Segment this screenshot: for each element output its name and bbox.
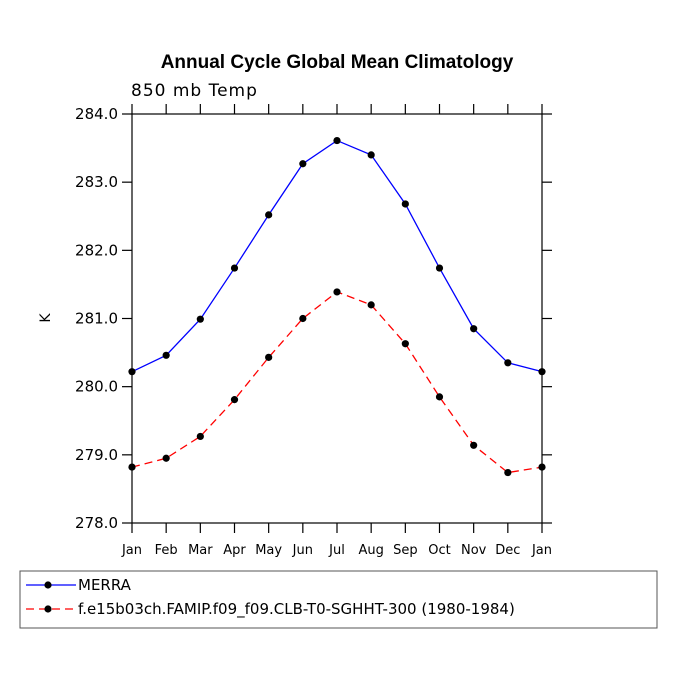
- x-tick-label: Jul: [328, 543, 345, 558]
- y-tick-label: 283.0: [75, 173, 118, 191]
- data-point-series-0: [196, 315, 204, 323]
- data-point-series-0: [299, 160, 307, 168]
- data-point-series-1: [230, 396, 239, 404]
- x-tick-label: Nov: [461, 543, 487, 558]
- x-tick-label: Sep: [393, 543, 418, 558]
- x-tick-label: Feb: [155, 543, 178, 558]
- chart-title: Annual Cycle Global Mean Climatology: [161, 52, 514, 73]
- data-point-series-1: [196, 432, 204, 441]
- legend-label-merra: MERRA: [78, 576, 132, 594]
- data-point-series-0: [162, 351, 170, 359]
- data-point-series-0: [333, 136, 341, 145]
- data-point-series-1: [367, 301, 375, 309]
- data-point-series-1: [162, 454, 170, 462]
- data-point-series-0: [367, 151, 375, 159]
- chart-subtitle: 850 mb Temp: [131, 81, 258, 101]
- x-tick-label: Jan: [531, 543, 552, 558]
- data-point-series-1: [435, 393, 444, 401]
- data-point-series-1: [504, 468, 512, 477]
- legend-box: [19, 570, 658, 629]
- x-tick-label: Mar: [188, 543, 213, 558]
- data-point-series-1: [265, 353, 273, 361]
- y-tick-label: 279.0: [75, 446, 118, 464]
- x-tick-label: Jun: [292, 543, 313, 558]
- data-point-series-0: [265, 211, 273, 219]
- data-point-series-1: [299, 314, 307, 323]
- x-axis: Jan Feb Mar Apr May Jun Jul Aug Sep Oct Nov Dec Jan: [121, 104, 552, 558]
- data-point-series-0: [401, 200, 409, 208]
- legend-marker-model: [44, 605, 52, 613]
- x-tick-label: Apr: [223, 543, 246, 558]
- data-point-series-1: [470, 441, 478, 449]
- legend-marker-merra: [44, 581, 52, 589]
- data-point-series-0: [470, 325, 478, 333]
- y-tick-label: 281.0: [75, 310, 118, 328]
- data-point-series-1: [401, 340, 409, 348]
- plot-frame: [131, 113, 543, 524]
- x-tick-label: May: [255, 543, 282, 558]
- y-tick-label: 282.0: [75, 241, 118, 259]
- y-tick-label: 284.0: [75, 105, 118, 123]
- legend: MERRA f.e15b03ch.FAMIP.f09_f09.CLB-T0-SG…: [19, 570, 658, 629]
- x-tick-label: Jan: [121, 543, 142, 558]
- x-tick-label: Aug: [358, 543, 383, 558]
- series-line-0: [131, 139, 543, 373]
- data-point-series-0: [435, 264, 444, 272]
- legend-label-model: f.e15b03ch.FAMIP.f09_f09.CLB-T0-SGHHT-30…: [78, 600, 515, 619]
- y-tick-label: 278.0: [75, 514, 118, 532]
- legend-item-model: f.e15b03ch.FAMIP.f09_f09.CLB-T0-SGHHT-30…: [26, 600, 515, 619]
- data-point-series-1: [333, 288, 341, 296]
- plot-area: [128, 136, 546, 477]
- y-axis: 278.0 279.0 280.0 281.0 282.0 283.0 284.0: [75, 105, 552, 532]
- series-line-1: [131, 291, 543, 474]
- x-tick-label: Dec: [495, 543, 520, 558]
- data-point-series-0: [504, 359, 512, 367]
- y-axis-label: K: [38, 313, 54, 323]
- data-point-series-0: [230, 264, 239, 272]
- x-tick-label: Oct: [428, 543, 450, 558]
- legend-item-merra: MERRA: [26, 576, 132, 594]
- y-tick-label: 280.0: [75, 378, 118, 396]
